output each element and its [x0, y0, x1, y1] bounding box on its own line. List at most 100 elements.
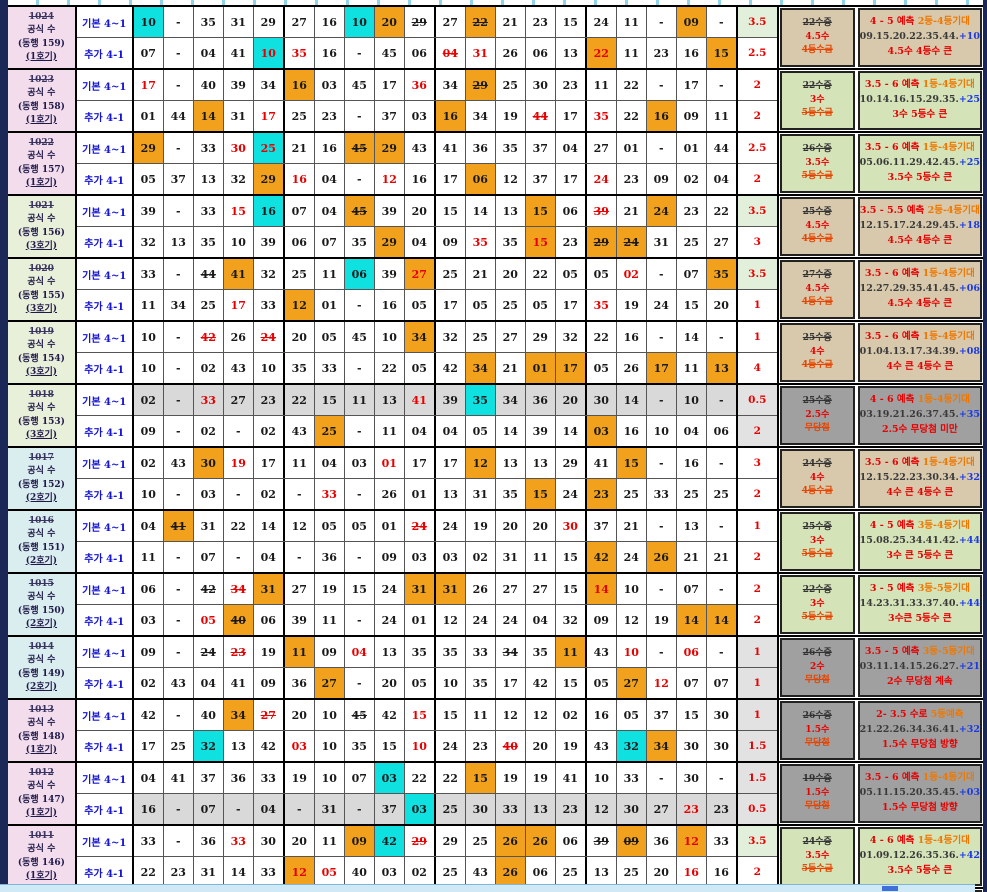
number-cell[interactable]: 15	[525, 479, 556, 509]
number-cell[interactable]: 25	[435, 857, 466, 887]
number-cell[interactable]: 29	[586, 227, 617, 257]
number-cell[interactable]: 10	[646, 416, 677, 446]
number-cell[interactable]: -	[706, 448, 736, 478]
number-cell[interactable]: 22	[133, 857, 164, 887]
number-cell[interactable]: 05	[555, 259, 587, 289]
number-cell[interactable]: -	[163, 637, 194, 667]
number-cell[interactable]: 04	[404, 416, 436, 446]
number-cell[interactable]: -	[163, 70, 194, 100]
number-cell[interactable]: 26	[374, 479, 405, 509]
number-cell[interactable]: 19	[555, 731, 587, 761]
number-cell[interactable]: 06	[404, 38, 436, 68]
number-cell[interactable]: 35	[404, 637, 436, 667]
number-cell[interactable]: 17	[223, 290, 254, 320]
score-cell-extra[interactable]: 3	[737, 227, 777, 257]
number-cell[interactable]: 41	[223, 259, 254, 289]
extra-type-label[interactable]: 추가 4-1	[84, 868, 125, 880]
number-cell[interactable]: 37	[525, 133, 556, 163]
number-cell[interactable]: 12	[586, 794, 617, 824]
number-cell[interactable]: 03	[404, 101, 436, 131]
draw-label[interactable]: 1015 공식 수 (동행 150) (2호기)	[8, 574, 77, 635]
number-cell[interactable]: -	[163, 196, 194, 226]
number-cell[interactable]: 23	[555, 794, 587, 824]
number-cell[interactable]: 07	[284, 196, 315, 226]
number-cell[interactable]: 24	[435, 731, 466, 761]
number-cell[interactable]: 23	[555, 70, 587, 100]
number-cell[interactable]: 16	[374, 290, 405, 320]
number-cell[interactable]: 37	[374, 794, 405, 824]
number-cell[interactable]: 31	[193, 511, 224, 541]
number-cell[interactable]: 16	[253, 196, 285, 226]
number-cell[interactable]: 09	[133, 637, 164, 667]
summary-box[interactable]: 25수중 4.5수 4등수금	[779, 197, 855, 256]
number-cell[interactable]: 11	[133, 542, 164, 572]
number-cell[interactable]: 13	[706, 353, 736, 383]
score-cell-base[interactable]: 2.5	[737, 133, 777, 164]
number-cell[interactable]: 17	[555, 290, 587, 320]
number-cell[interactable]: 43	[163, 668, 194, 698]
number-cell[interactable]: -	[223, 542, 254, 572]
number-cell[interactable]: 03	[344, 448, 375, 478]
number-cell[interactable]: 22	[616, 70, 647, 100]
number-cell[interactable]: -	[646, 574, 677, 604]
number-cell[interactable]: 05	[344, 511, 375, 541]
number-cell[interactable]: 29	[133, 133, 164, 163]
number-cell[interactable]: 12	[435, 605, 466, 635]
number-cell[interactable]: 02	[133, 668, 164, 698]
number-cell[interactable]: 22	[586, 322, 617, 352]
number-cell[interactable]: 26	[495, 826, 526, 856]
number-cell[interactable]: 02	[465, 542, 496, 572]
extra-type-label[interactable]: 추가 4-1	[84, 238, 125, 250]
extra-type-label[interactable]: 추가 4-1	[84, 553, 125, 565]
number-cell[interactable]: 42	[374, 826, 405, 856]
number-cell[interactable]: 11	[314, 826, 345, 856]
prediction-box[interactable]: 3.5 - 6 예측 1등-4등기대 12.27.29.35.41.45.+06 4…	[857, 260, 982, 319]
number-cell[interactable]: 10	[586, 763, 617, 793]
number-cell[interactable]: 24	[616, 542, 647, 572]
number-cell[interactable]: 35	[284, 353, 315, 383]
number-cell[interactable]: -	[344, 605, 375, 635]
number-cell[interactable]: 06	[676, 637, 707, 667]
number-cell[interactable]: 40	[223, 605, 254, 635]
number-cell[interactable]: 33	[646, 479, 677, 509]
number-cell[interactable]: -	[344, 416, 375, 446]
number-cell[interactable]: 44	[706, 133, 736, 163]
number-cell[interactable]: 09	[374, 542, 405, 572]
number-cell[interactable]: 39	[586, 196, 617, 226]
number-cell[interactable]: 21	[676, 542, 707, 572]
number-cell[interactable]: 06	[344, 259, 375, 289]
number-cell[interactable]: 20	[525, 731, 556, 761]
number-cell[interactable]: 10	[253, 38, 285, 68]
prediction-box[interactable]: 3.5 - 6 예측 1등-4등기대 01.04.13.17.34.39.+08 4…	[857, 323, 982, 382]
number-cell[interactable]: 21	[495, 7, 526, 37]
number-cell[interactable]: 30	[525, 70, 556, 100]
number-cell[interactable]: 35	[586, 290, 617, 320]
number-cell[interactable]: 14	[706, 605, 736, 635]
number-cell[interactable]: 43	[465, 857, 496, 887]
number-cell[interactable]: 14	[223, 857, 254, 887]
number-cell[interactable]: -	[706, 511, 736, 541]
number-cell[interactable]: 03	[193, 479, 224, 509]
number-cell[interactable]: 04	[314, 196, 345, 226]
number-cell[interactable]: 27	[646, 794, 677, 824]
number-cell[interactable]: 37	[193, 763, 224, 793]
number-cell[interactable]: 17	[555, 353, 587, 383]
prediction-box[interactable]: 4 - 6 예측 1등-4등기대 01.09.12.26.35.36.+42 3.5…	[857, 827, 982, 886]
number-cell[interactable]: 40	[495, 731, 526, 761]
number-cell[interactable]: 05	[586, 353, 617, 383]
number-cell[interactable]: -	[706, 574, 736, 604]
score-cell-extra[interactable]: 2	[737, 542, 777, 572]
prediction-box[interactable]: 3.5 - 6 예측 1등-4등기대 10.14.16.15.29.35.+25 3…	[857, 71, 982, 130]
number-cell[interactable]: 11	[133, 290, 164, 320]
number-cell[interactable]: 01	[374, 511, 405, 541]
number-cell[interactable]: 14	[253, 511, 285, 541]
number-cell[interactable]: 24	[616, 227, 647, 257]
number-cell[interactable]: 34	[495, 637, 526, 667]
number-cell[interactable]: 13	[525, 448, 556, 478]
number-cell[interactable]: 35	[193, 227, 224, 257]
number-cell[interactable]: 37	[163, 164, 194, 194]
prediction-box[interactable]: 3.5 - 6 예측 1등-4등기대 12.15.22.23.30.34.+32 4…	[857, 449, 982, 508]
number-cell[interactable]: 24	[374, 605, 405, 635]
number-cell[interactable]: 32	[193, 731, 224, 761]
number-cell[interactable]: 27	[284, 7, 315, 37]
